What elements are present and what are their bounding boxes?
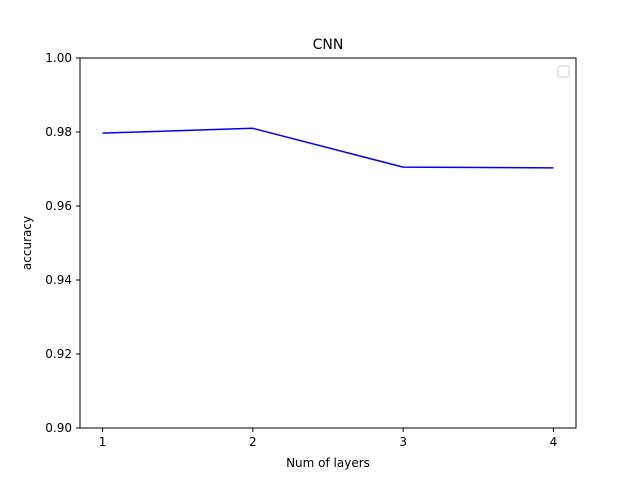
y-axis-ticks: 0.90 0.92 0.94 0.96 0.98 1.00 bbox=[45, 51, 80, 435]
series-line-0 bbox=[102, 127, 554, 169]
y-tick-label: 0.90 bbox=[45, 421, 72, 435]
chart-title: CNN bbox=[313, 37, 344, 53]
axes-frame bbox=[79, 57, 577, 429]
y-tick-label: 0.96 bbox=[45, 199, 72, 213]
y-tick-label: 0.92 bbox=[45, 347, 72, 361]
y-tick-label: 0.98 bbox=[45, 125, 72, 139]
y-axis-label: accuracy bbox=[20, 216, 34, 270]
y-tick-label: 0.94 bbox=[45, 273, 72, 287]
x-tick-label: 3 bbox=[399, 435, 407, 449]
x-tick-label: 4 bbox=[550, 435, 558, 449]
x-tick-label: 1 bbox=[99, 435, 107, 449]
plot-area bbox=[79, 57, 577, 429]
series-layer bbox=[102, 127, 554, 169]
legend bbox=[557, 65, 570, 78]
x-axis-label: Num of layers bbox=[286, 456, 370, 470]
x-axis-ticks: 1 2 3 4 bbox=[99, 428, 558, 449]
x-tick-label: 2 bbox=[249, 435, 257, 449]
legend-box bbox=[557, 65, 570, 78]
y-tick-label: 1.00 bbox=[45, 51, 72, 65]
